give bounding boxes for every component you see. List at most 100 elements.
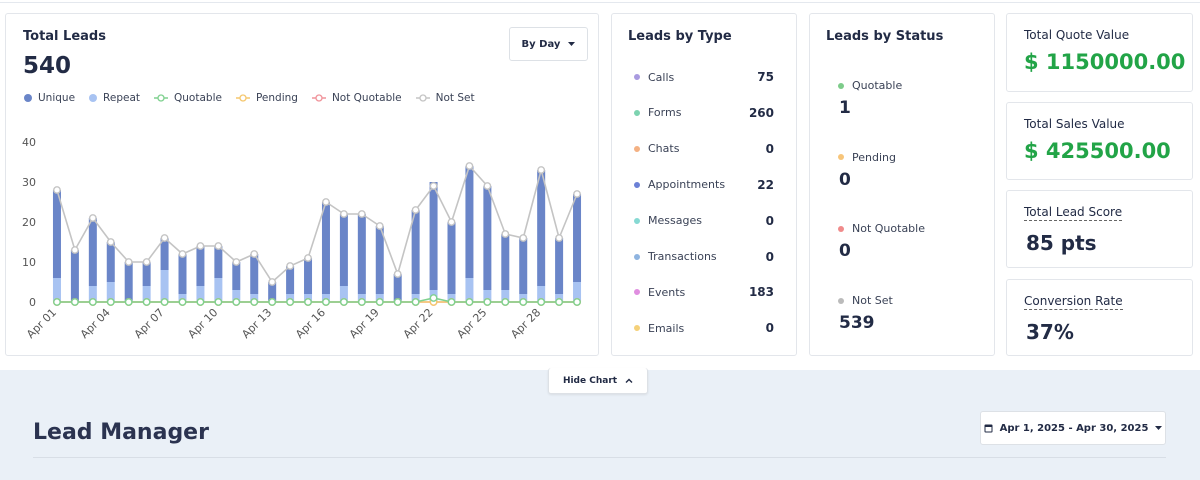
kpi-label: Total Quote Value	[1024, 28, 1130, 42]
status-value: 0	[839, 169, 851, 190]
type-value: 260	[748, 105, 774, 120]
legend-label: Not Quotable	[331, 92, 402, 104]
type-label: Chats	[648, 142, 680, 156]
type-row: Appointments 22	[634, 178, 774, 192]
status-label-row: Not Quotable	[838, 222, 925, 235]
legend-circle	[418, 94, 427, 102]
status-label: Quotable	[852, 79, 903, 92]
legend-item: Not Set	[415, 92, 475, 104]
legend-label: Unique	[38, 92, 76, 104]
status-label: Pending	[852, 150, 896, 164]
legend-marker	[89, 94, 98, 102]
status-item: Quotable 1	[838, 79, 902, 118]
legend-label: Pending	[255, 92, 298, 104]
divider	[33, 457, 1166, 458]
type-label: Events	[648, 285, 686, 299]
status-dot	[838, 225, 844, 232]
legend-marker	[415, 94, 430, 102]
type-dot	[634, 145, 640, 152]
kpi-card: Total Quote Value $ 1150000.00	[1006, 13, 1193, 92]
type-label: Transactions	[648, 250, 717, 263]
type-row: Events 183	[634, 285, 774, 299]
legend-marker	[24, 94, 32, 102]
type-label: Calls	[648, 70, 675, 84]
status-dot	[838, 154, 844, 161]
status-item: Not Set 539	[838, 294, 893, 333]
date-range-label: Apr 1, 2025 - Apr 30, 2025	[999, 422, 1149, 434]
kpi-value: $ 1150000.00	[1024, 50, 1186, 74]
leads-by-status-card: Leads by Status Quotable 1 Pending 0 Not Quo…	[809, 13, 995, 356]
type-value: 0	[765, 249, 774, 264]
type-row: Calls 75	[634, 70, 774, 84]
type-value: 75	[757, 70, 774, 84]
legend-circle	[315, 94, 323, 102]
status-label-row: Quotable	[838, 79, 902, 92]
status-label-row: Not Set	[838, 294, 893, 307]
kpi-card: Conversion Rate 37%	[1006, 279, 1193, 356]
legend-label: Quotable	[174, 92, 222, 104]
type-row: Emails 0	[634, 321, 774, 335]
type-value: 0	[765, 321, 774, 336]
status-dot	[838, 82, 844, 89]
legend-marker	[311, 94, 326, 102]
legend-dot	[89, 94, 98, 102]
type-dot	[634, 217, 640, 224]
type-dot	[634, 74, 640, 80]
legend-circle	[157, 94, 165, 102]
status-item: Pending 0	[838, 151, 896, 190]
type-row: Messages 0	[634, 214, 774, 228]
status-dot	[838, 297, 844, 304]
status-value: 0	[839, 241, 851, 262]
legend-item: Unique	[24, 92, 75, 104]
status-label: Not Quotable	[852, 222, 925, 236]
type-dot	[634, 325, 640, 332]
type-label: Forms	[648, 106, 682, 120]
hide-chart-label: Hide Chart	[562, 375, 618, 386]
legend-marker	[154, 94, 169, 102]
type-value: 22	[757, 177, 774, 192]
type-value: 183	[748, 285, 774, 300]
legend-item: Pending	[235, 92, 298, 104]
type-dot	[634, 109, 640, 116]
period-dropdown[interactable]: By Day	[509, 27, 588, 61]
status-value: 1	[839, 98, 851, 118]
hide-chart-button[interactable]: Hide Chart	[548, 368, 648, 394]
type-label: Appointments	[648, 178, 726, 192]
kpi-value: $ 425500.00	[1024, 139, 1171, 163]
legend-item: Repeat	[89, 92, 140, 104]
type-row: Forms 260	[634, 106, 774, 120]
kpi-label: Total Sales Value	[1024, 117, 1125, 131]
caret-icon	[568, 42, 576, 46]
kpi-label: Conversion Rate	[1024, 294, 1123, 310]
type-value: 0	[765, 141, 774, 156]
calendar-icon	[984, 424, 993, 433]
legend-dot	[24, 94, 32, 102]
status-label: Not Set	[852, 294, 893, 308]
type-label: Emails	[648, 321, 685, 335]
status-item: Not Quotable 0	[838, 222, 925, 261]
card-title: Total Leads	[23, 29, 106, 44]
kpi-card: Total Sales Value $ 425500.00	[1006, 102, 1193, 180]
caret-icon	[1155, 426, 1163, 430]
legend-item: Not Quotable	[311, 92, 402, 104]
type-dot	[634, 253, 640, 260]
top-border	[0, 0, 1200, 3]
legend: Unique Repeat Quotable Pending Not Quotable N…	[24, 92, 475, 104]
type-dot	[634, 181, 640, 188]
type-dot	[634, 289, 640, 296]
legend-label: Repeat	[103, 92, 141, 104]
date-range-picker[interactable]: Apr 1, 2025 - Apr 30, 2025	[980, 411, 1166, 445]
legend-marker	[235, 94, 250, 102]
status-label-row: Pending	[838, 151, 896, 164]
kpi-value: 37%	[1026, 320, 1074, 344]
kpi-card: Total Lead Score 85 pts	[1006, 190, 1193, 268]
type-value: 0	[765, 213, 774, 228]
status-value: 539	[839, 313, 875, 334]
card-title: Leads by Type	[628, 29, 732, 44]
period-label: By Day	[521, 38, 561, 50]
type-row: Chats 0	[634, 142, 774, 156]
legend-label: Not Set	[435, 92, 475, 104]
leads-by-type-card: Leads by Type Calls 75 Forms 260 Chats 0 Appoi…	[611, 13, 797, 356]
chevron-up-icon	[625, 378, 633, 383]
